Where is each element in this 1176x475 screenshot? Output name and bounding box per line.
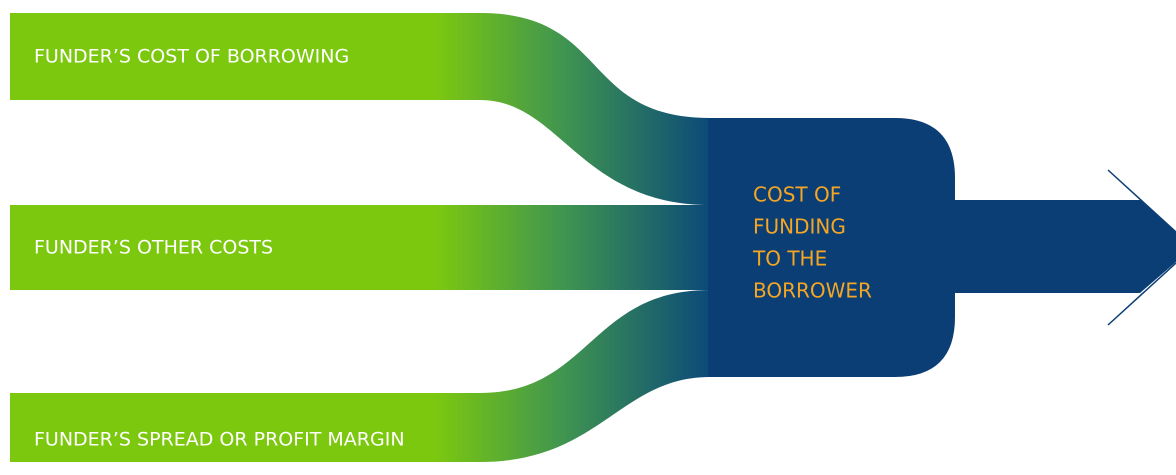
- output-label: TO THE: [752, 247, 827, 271]
- input-label: FUNDER’S COST OF BORROWING: [34, 46, 349, 68]
- output-block: [708, 118, 955, 377]
- arrow-head-line: [1107, 169, 1176, 233]
- input-band-top: [10, 13, 710, 205]
- arrow-head-line: [1107, 262, 1176, 326]
- arrow: [950, 200, 1176, 293]
- input-label: FUNDER’S SPREAD OR PROFIT MARGIN: [34, 429, 405, 451]
- output-label: FUNDING: [753, 215, 846, 239]
- input-band-bottom: [10, 290, 710, 462]
- input-band-middle: [10, 205, 710, 290]
- input-label: FUNDER’S OTHER COSTS: [34, 237, 273, 259]
- output-label: COST OF: [753, 183, 841, 207]
- output-label: BORROWER: [753, 279, 872, 303]
